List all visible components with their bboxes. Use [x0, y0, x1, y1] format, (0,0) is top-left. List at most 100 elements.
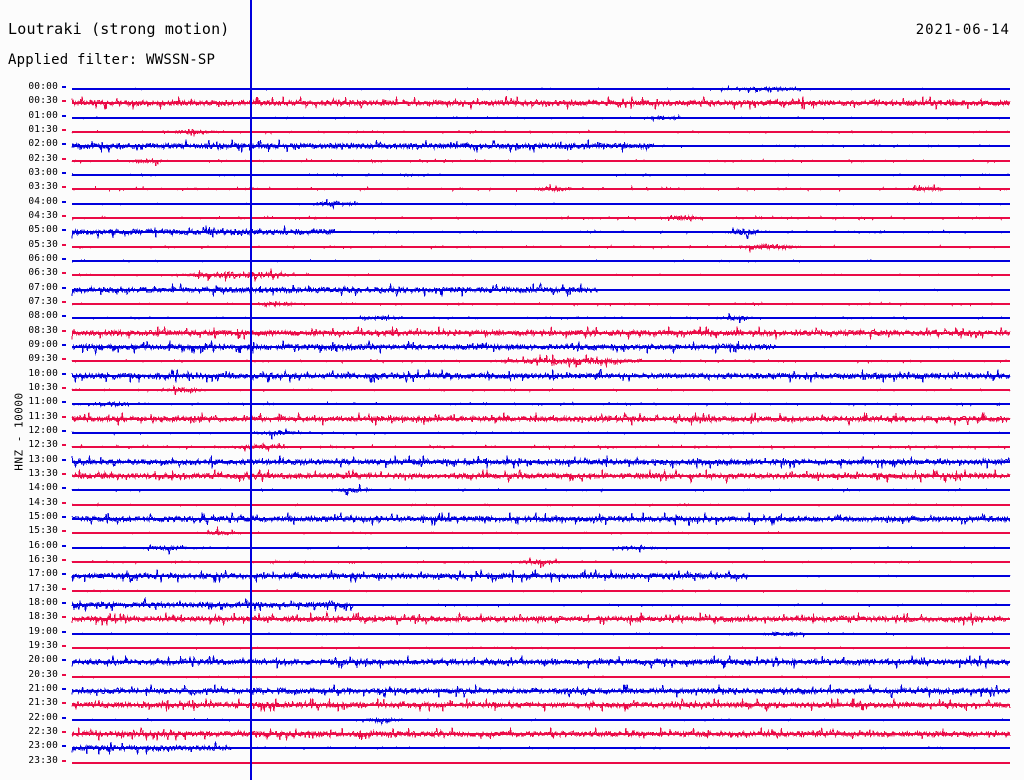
- row-time-label: 04:30: [28, 209, 58, 221]
- row-tick-mark: [62, 659, 66, 662]
- trace-row: 23:30: [0, 755, 1024, 770]
- trace-row: 00:30: [0, 95, 1024, 110]
- row-time-label: 22:30: [28, 725, 58, 737]
- row-tick-mark: [62, 128, 66, 131]
- seismic-trace: [71, 655, 1011, 669]
- row-time-label: 16:30: [28, 553, 58, 565]
- row-tick-mark: [62, 100, 66, 103]
- seismic-trace: [71, 128, 1011, 137]
- trace-row: 08:00: [0, 311, 1024, 325]
- seismic-trace: [71, 557, 1011, 568]
- seismic-trace: [71, 727, 1011, 741]
- trace-row: 21:00: [0, 684, 1024, 698]
- trace-row: 03:30: [0, 182, 1024, 196]
- row-time-label: 22:00: [28, 711, 58, 723]
- row-time-label: 03:30: [28, 181, 58, 193]
- seismic-trace: [71, 184, 1011, 194]
- trace-row: 03:00: [0, 168, 1024, 182]
- seismic-trace: [71, 172, 1011, 178]
- row-time-label: 01:30: [28, 123, 58, 135]
- row-time-label: 19:00: [28, 625, 58, 637]
- row-tick-mark: [62, 730, 66, 733]
- seismic-trace: [71, 313, 1011, 324]
- row-time-label: 02:30: [28, 152, 58, 164]
- row-tick-mark: [62, 272, 66, 275]
- row-tick-mark: [62, 229, 66, 232]
- row-tick-mark: [62, 214, 66, 217]
- row-tick-mark: [62, 401, 66, 404]
- trace-row: 00:00: [0, 82, 1024, 96]
- row-tick-mark: [62, 358, 66, 361]
- row-time-label: 17:30: [28, 582, 58, 594]
- seismic-trace: [71, 455, 1011, 469]
- row-tick-mark: [62, 601, 66, 604]
- row-time-label: 14:30: [28, 496, 58, 508]
- station-title: Loutraki (strong motion): [8, 20, 230, 38]
- row-tick-mark: [62, 86, 66, 88]
- row-time-label: 12:00: [28, 424, 58, 436]
- seismic-trace: [71, 610, 1011, 626]
- seismic-trace: [71, 442, 1011, 452]
- row-time-label: 14:00: [28, 482, 58, 494]
- seismic-trace: [71, 684, 1011, 698]
- trace-rows-container: 00:00 00:30 01:00 01:30 02:00 02:30 03:00 03:30…: [0, 78, 1024, 778]
- row-time-label: 10:30: [28, 381, 58, 393]
- seismic-trace: [71, 113, 1011, 123]
- trace-row: 04:00: [0, 196, 1024, 211]
- row-tick-mark: [62, 587, 66, 590]
- seismic-trace: [71, 326, 1011, 340]
- trace-row: 22:00: [0, 711, 1024, 727]
- trace-row: 14:00: [0, 483, 1024, 497]
- row-time-label: 02:00: [28, 138, 58, 150]
- trace-row: 14:30: [0, 496, 1024, 512]
- row-tick-mark: [62, 745, 66, 748]
- row-time-label: 13:00: [28, 453, 58, 465]
- seismic-trace: [71, 716, 1011, 726]
- row-time-label: 10:00: [28, 367, 58, 379]
- row-tick-mark: [62, 114, 66, 117]
- row-time-label: 13:30: [28, 467, 58, 479]
- time-marker-line: [250, 0, 252, 780]
- row-time-label: 06:00: [28, 252, 58, 264]
- seismic-trace: [71, 368, 1011, 383]
- row-time-label: 15:30: [28, 525, 58, 537]
- row-time-label: 17:00: [28, 568, 58, 580]
- seismic-trace: [71, 428, 1011, 440]
- trace-row: 22:30: [0, 727, 1024, 741]
- row-tick-mark: [62, 171, 66, 174]
- row-tick-mark: [62, 458, 66, 461]
- trace-row: 20:30: [0, 669, 1024, 684]
- seismic-trace: [71, 214, 1011, 223]
- row-time-label: 00:30: [28, 95, 58, 107]
- trace-row: 02:00: [0, 139, 1024, 153]
- row-time-label: 09:00: [28, 338, 58, 350]
- row-time-label: 21:00: [28, 682, 58, 694]
- row-tick-mark: [62, 429, 66, 432]
- seismic-trace: [71, 340, 1011, 356]
- trace-row: 19:00: [0, 625, 1024, 641]
- trace-row: 18:30: [0, 610, 1024, 626]
- seismic-trace: [71, 400, 1011, 409]
- seismic-trace: [71, 630, 1011, 638]
- row-tick-mark: [62, 243, 66, 246]
- trace-row: 10:00: [0, 367, 1024, 383]
- trace-row: 08:30: [0, 325, 1024, 340]
- row-time-label: 11:00: [28, 396, 58, 408]
- seismic-trace: [71, 157, 1011, 166]
- seismic-trace: [71, 268, 1011, 282]
- row-tick-mark: [62, 673, 66, 676]
- row-tick-mark: [62, 415, 66, 418]
- seismic-trace: [71, 198, 1011, 210]
- seismic-trace: [71, 761, 1011, 764]
- seismic-trace: [71, 596, 1011, 612]
- row-tick-mark: [62, 444, 66, 447]
- seismic-trace: [71, 469, 1011, 485]
- seismic-trace: [71, 569, 1011, 583]
- trace-row: 11:30: [0, 411, 1024, 426]
- trace-row: 18:00: [0, 596, 1024, 612]
- row-tick-mark: [62, 257, 66, 260]
- trace-row: 07:30: [0, 297, 1024, 311]
- trace-row: 21:30: [0, 698, 1024, 712]
- trace-row: 01:30: [0, 125, 1024, 139]
